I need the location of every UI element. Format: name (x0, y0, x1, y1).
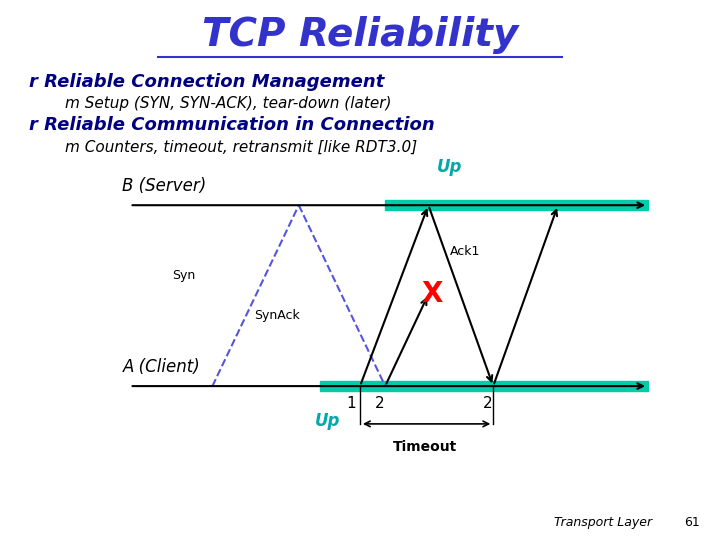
Bar (320, 381, 648, 391)
Text: SynAck: SynAck (254, 309, 300, 322)
Text: Syn: Syn (172, 269, 195, 282)
Text: B (Server): B (Server) (122, 178, 207, 195)
Text: Up: Up (315, 412, 341, 430)
Text: Transport Layer: Transport Layer (554, 516, 652, 529)
Text: TCP Reliability: TCP Reliability (202, 16, 518, 54)
Text: 1: 1 (346, 396, 356, 411)
Text: X: X (421, 280, 443, 308)
Text: Timeout: Timeout (392, 440, 457, 454)
Text: 61: 61 (684, 516, 700, 529)
Text: Ack1: Ack1 (450, 245, 480, 258)
Text: A (Client): A (Client) (122, 359, 200, 376)
Text: r Reliable Connection Management: r Reliable Connection Management (29, 73, 384, 91)
Text: m Setup (SYN, SYN-ACK), tear-down (later): m Setup (SYN, SYN-ACK), tear-down (later… (65, 96, 391, 111)
Text: r Reliable Communication in Connection: r Reliable Communication in Connection (29, 116, 435, 134)
Bar (385, 200, 648, 210)
Text: 2: 2 (483, 396, 493, 411)
Text: 2: 2 (375, 396, 385, 411)
Text: Up: Up (437, 158, 463, 176)
Text: m Counters, timeout, retransmit [like RDT3.0]: m Counters, timeout, retransmit [like RD… (65, 139, 417, 154)
